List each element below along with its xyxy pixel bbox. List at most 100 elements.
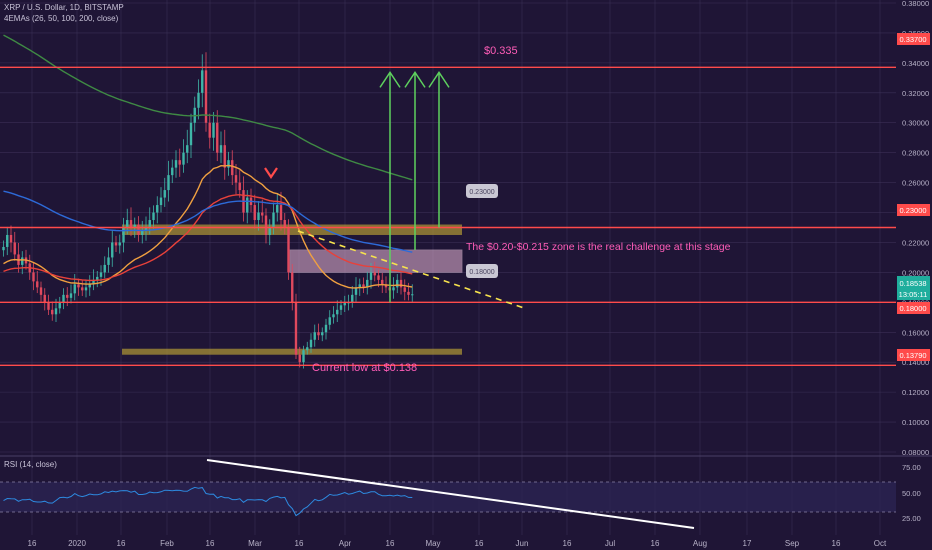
time-tick-label: 16 [28,539,37,548]
candle-body [69,293,73,298]
candle-body [197,92,200,108]
candle-body [384,284,388,288]
candle-body [163,190,166,198]
candles-layer [2,52,414,369]
time-tick-label: Apr [339,539,352,548]
candle-body [279,205,283,221]
annotation-target: $0.335 [484,45,518,57]
target-arrow-head-icon [428,71,450,88]
time-tick-label: Jul [605,539,615,548]
candle-body [186,145,189,153]
countdown-label: 13:05:11 [899,290,928,299]
target-arrows [379,71,450,303]
candle-body [92,279,95,285]
price-tick-label: 0.22000 [902,238,929,247]
price-tick-label: 0.30000 [902,119,929,128]
price-tick-label: 0.38000 [902,0,929,8]
candle-body [261,212,264,216]
candle-body [223,145,226,168]
candle-body [407,291,410,295]
ema-line [3,190,413,253]
candle-body [231,160,234,176]
candle-body [156,205,159,213]
candle-body [126,220,129,228]
time-tick-label: Aug [693,539,707,548]
candle-body [362,284,365,288]
callout-0-23: 0.23000 [466,184,498,198]
price-tag-label: 0.23000 [899,206,926,215]
candle-body [129,220,133,228]
current-price-label: 0.18538 [899,279,926,288]
price-tick-label: 0.34000 [902,59,929,68]
candle-body [43,294,46,303]
candle-body [369,272,373,280]
candle-body [276,205,279,213]
candle-body [377,275,380,280]
ema-line [3,164,413,289]
candle-body [272,212,275,228]
time-axis[interactable]: 16 2020 16 Feb 16 Mar 16 Apr 16 May 16 Jun 16 Jul 16 Au… [0,535,932,550]
ema-legend: 4EMAs (26, 50, 100, 200, close) [4,14,119,23]
candle-body [351,294,354,303]
support-band-lower [122,348,462,355]
candle-body [287,227,290,273]
candle-body [167,175,170,191]
candle-body [47,302,50,310]
rsi-trendline [206,459,695,529]
time-tick-label: 16 [206,539,215,548]
candle-body [268,227,271,235]
candle-body [201,70,204,93]
candle-body [283,220,286,228]
candle-body [332,314,335,318]
price-tag-1379: 0.13790 [897,349,930,361]
time-tick-label: Mar [248,539,262,548]
candle-body [21,257,24,265]
candle-body [253,205,256,221]
rsi-label: RSI (14, close) [4,460,57,469]
candle-body [144,227,148,231]
levels-layer [0,66,896,367]
candle-body [103,264,106,273]
target-arrow-head-icon [404,71,426,88]
candle-body [122,227,125,243]
price-tick-label: 0.12000 [902,388,929,397]
candle-body [54,308,58,315]
candle-body [336,309,339,315]
rsi-tick: 50.00 [902,489,921,498]
time-tick-label: Feb [160,539,174,548]
candle-body [39,287,43,295]
candle-body [343,302,346,306]
candle-body [321,332,324,336]
candle-body [58,302,61,309]
candle-body [238,182,241,191]
candle-body [159,197,163,206]
price-tick-label: 0.28000 [902,149,929,158]
rsi-band [0,482,896,512]
candle-body [182,152,185,165]
price-axis[interactable]: 0.380000.360000.340000.320000.300000.280… [896,0,932,457]
candle-body [141,230,144,235]
candle-body [219,145,223,153]
time-tick-label: 16 [117,539,126,548]
rsi-tick: 25.00 [902,514,921,523]
candle-body [13,242,16,255]
candle-body [152,212,155,221]
candle-body [302,350,305,363]
candle-body [118,242,121,246]
candle-body [328,317,331,325]
price-tick-label: 0.10000 [902,418,929,427]
candle-body [234,175,238,183]
candle-body [309,339,313,348]
descending-trendline [297,230,525,309]
candle-body [114,242,118,246]
ema-line [3,34,413,181]
price-tick-label: 0.26000 [902,179,929,188]
candle-body [298,354,301,363]
candle-body [148,220,151,228]
candle-body [2,246,5,251]
price-tag-label: 0.18000 [899,304,926,313]
candle-body [216,122,219,153]
ema-layer [3,34,413,289]
price-tick-label: 0.32000 [902,89,929,98]
